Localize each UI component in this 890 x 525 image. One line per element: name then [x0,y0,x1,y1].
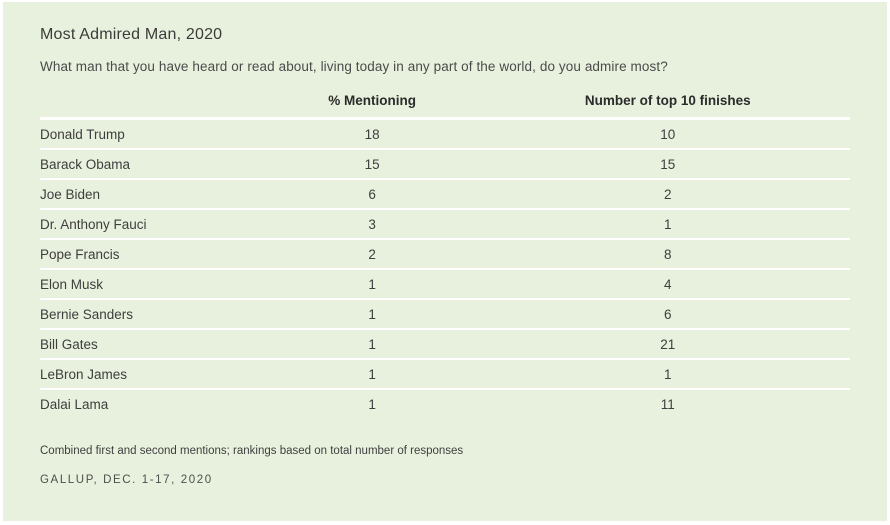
person-name: Pope Francis [40,246,120,262]
pct-mentioning-value: 1 [368,336,376,352]
column-header-pct-mentioning: % Mentioning [328,93,416,108]
person-name: LeBron James [40,366,128,382]
person-name: Dalai Lama [40,396,109,412]
pct-mentioning-value: 15 [364,156,380,172]
source-attribution: GALLUP, DEC. 1-17, 2020 [40,474,213,486]
content-area: Most Admired Man, 2020 What man that you… [3,26,887,486]
gallup-table-panel: Most Admired Man, 2020 What man that you… [3,2,887,521]
pct-mentioning-value: 2 [368,246,376,262]
pct-mentioning-value: 6 [368,186,376,202]
top10-finishes-value: 6 [663,306,672,322]
person-name: Donald Trump [40,126,125,142]
top10-finishes-value: 21 [660,336,676,352]
person-name: Elon Musk [40,276,104,292]
table-footnote: Combined first and second mentions; rank… [40,445,464,457]
table-row: Joe Biden 6 2 [40,180,850,210]
table-row: Elon Musk 1 4 [40,270,850,300]
table-row: Bernie Sanders 1 6 [40,300,850,330]
top10-finishes-value: 4 [663,276,672,292]
person-name: Joe Biden [40,186,101,202]
pct-mentioning-value: 1 [368,306,376,322]
table-row: Dr. Anthony Fauci 3 1 [40,210,850,240]
table-row: Barack Obama 15 15 [40,150,850,180]
top10-finishes-value: 1 [663,366,672,382]
top10-finishes-value: 1 [663,216,672,232]
top10-finishes-value: 2 [663,186,672,202]
top10-finishes-value: 11 [660,396,675,412]
pct-mentioning-value: 1 [368,276,376,292]
pct-mentioning-value: 3 [368,216,376,232]
column-header-top10-finishes: Number of top 10 finishes [584,93,751,108]
most-admired-man-table: % Mentioning Number of top 10 finishes D… [40,93,850,418]
person-name: Bill Gates [40,336,98,352]
pct-mentioning-value: 1 [368,396,376,412]
top10-finishes-value: 8 [663,246,672,262]
person-name: Barack Obama [40,156,131,172]
top10-finishes-value: 15 [660,156,676,172]
page-title: Most Admired Man, 2020 [40,26,223,43]
table-row: LeBron James 1 1 [40,360,850,390]
pct-mentioning-value: 18 [364,126,380,142]
table-row: Bill Gates 1 21 [40,330,850,360]
top10-finishes-value: 10 [660,126,676,142]
table-row: Dalai Lama 1 11 [40,390,850,418]
table-row: Donald Trump 18 10 [40,120,850,150]
person-name: Bernie Sanders [40,306,134,322]
person-name: Dr. Anthony Fauci [40,216,147,232]
pct-mentioning-value: 1 [368,366,376,382]
table-header-row: % Mentioning Number of top 10 finishes [40,93,850,120]
survey-question: What man that you have heard or read abo… [40,59,668,74]
table-row: Pope Francis 2 8 [40,240,850,270]
